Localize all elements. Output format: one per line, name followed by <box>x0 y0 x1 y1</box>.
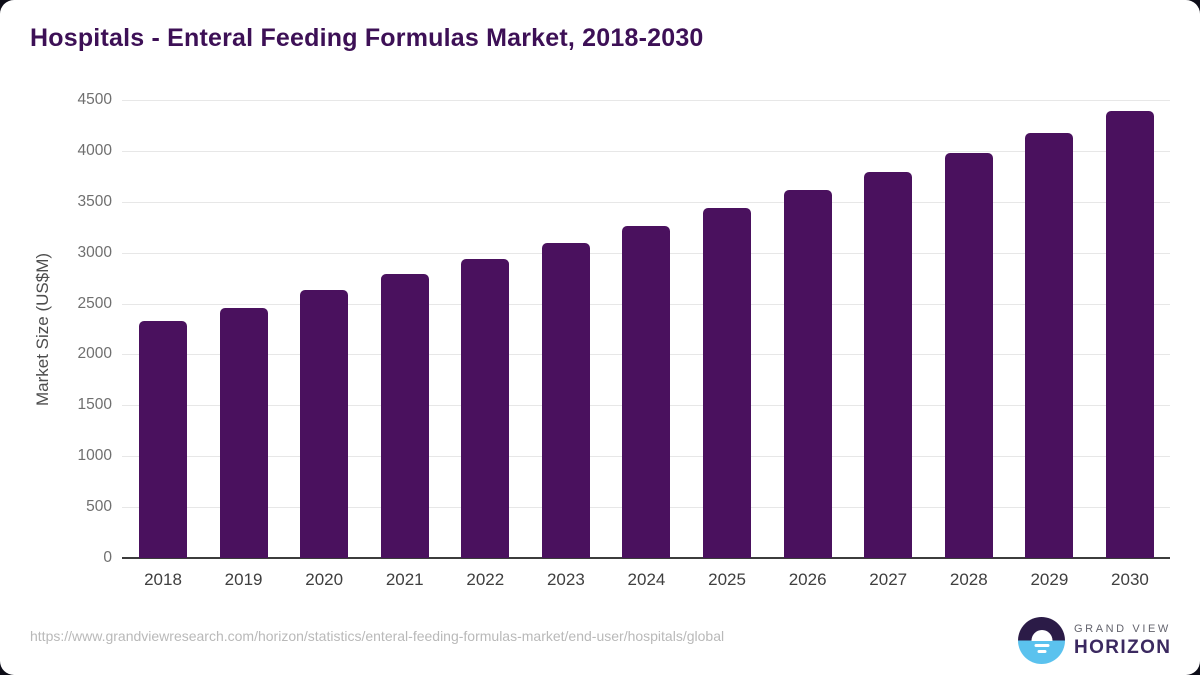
y-tick-label-500: 500 <box>86 498 112 516</box>
y-tick-label-2500: 2500 <box>77 294 112 312</box>
bar-2020 <box>300 289 349 558</box>
y-tick-label-1000: 1000 <box>77 447 112 465</box>
bar-2021 <box>380 274 429 558</box>
gridline-4000 <box>122 150 1170 152</box>
x-tick-label-2020: 2020 <box>305 570 344 589</box>
x-tick-label-2021: 2021 <box>385 570 424 589</box>
gridline-4500 <box>122 100 1170 101</box>
bar-2028 <box>944 152 993 558</box>
x-tick-label-2027: 2027 <box>869 570 908 589</box>
bar-2026 <box>783 190 832 558</box>
bar-2027 <box>864 171 913 558</box>
bar-2023 <box>541 242 590 558</box>
bar-2029 <box>1025 133 1074 558</box>
source-url: https://www.grandviewresearch.com/horizo… <box>30 628 725 644</box>
y-axis-title: Market Size (US$M) <box>33 252 52 406</box>
y-tick-label-1500: 1500 <box>77 396 112 414</box>
bar-2019 <box>219 308 268 558</box>
x-tick-label-2030: 2030 <box>1111 570 1149 589</box>
bar-2018 <box>139 320 187 558</box>
x-axis-line <box>122 557 1170 559</box>
x-tick-label-2026: 2026 <box>788 570 827 589</box>
y-tick-label-4000: 4000 <box>77 141 112 159</box>
x-tick-label-2019: 2019 <box>224 570 263 589</box>
logo-horizon-label: HORIZON <box>1074 636 1172 658</box>
x-tick-label-2023: 2023 <box>546 570 585 589</box>
x-tick-label-2024: 2024 <box>627 570 666 589</box>
gridline-3500 <box>122 201 1170 203</box>
y-tick-label-2000: 2000 <box>77 345 112 363</box>
logo-text: GRAND VIEW HORIZON <box>1074 623 1171 659</box>
bar-2025 <box>703 208 752 558</box>
bar-2030 <box>1105 111 1154 558</box>
logo-grand-view-label: GRAND VIEW <box>1074 622 1171 635</box>
x-tick-label-2018: 2018 <box>144 570 182 589</box>
x-tick-label-2022: 2022 <box>466 570 505 589</box>
horizon-sun-icon <box>1018 617 1065 664</box>
grandview-horizon-logo: GRAND VIEW HORIZON <box>1018 617 1171 664</box>
x-tick-label-2029: 2029 <box>1030 570 1069 589</box>
y-tick-label-4500: 4500 <box>77 91 112 108</box>
page-title: Hospitals - Enteral Feeding Formulas Mar… <box>30 24 704 52</box>
x-tick-label-2025: 2025 <box>708 570 746 589</box>
bar-chart: Market Size (US$M) 0 500 1000 1500 2000 2500 3… <box>33 91 1170 589</box>
bar-2024 <box>622 226 671 558</box>
x-tick-label-2028: 2028 <box>949 570 988 589</box>
bar-2022 <box>461 259 510 558</box>
y-tick-label-3000: 3000 <box>77 243 112 261</box>
plot-area <box>122 100 1170 559</box>
y-tick-label-0: 0 <box>103 549 112 566</box>
y-tick-label-3500: 3500 <box>77 192 112 210</box>
